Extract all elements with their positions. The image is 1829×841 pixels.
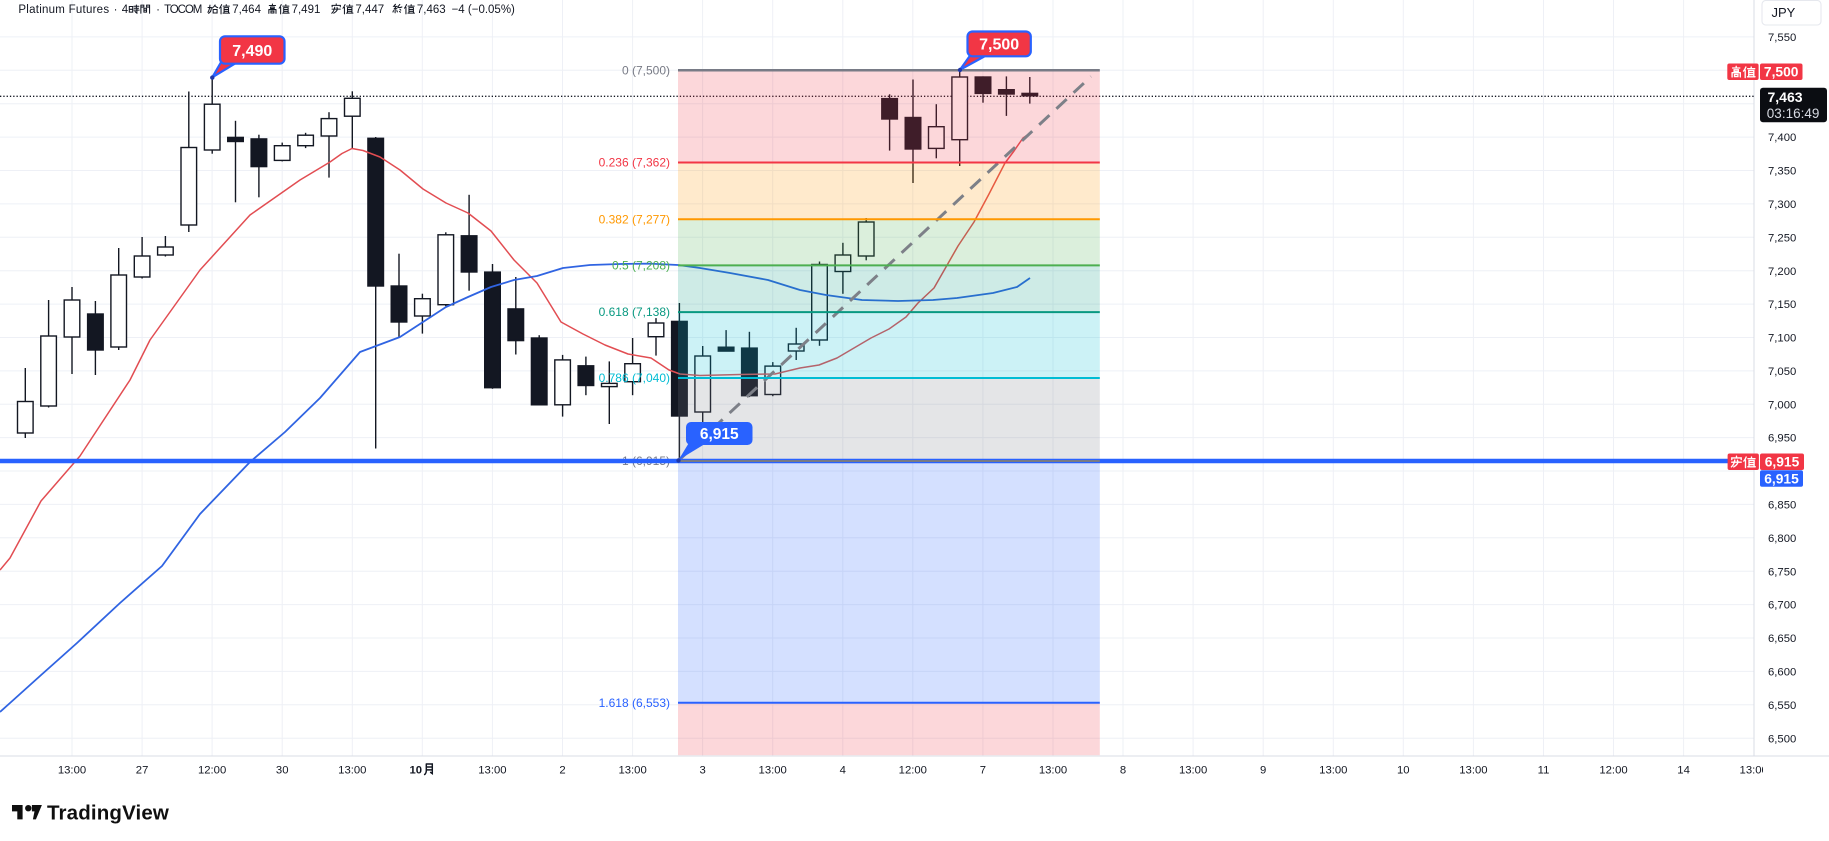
svg-text:7: 7 [980, 765, 986, 777]
svg-text:7,500: 7,500 [1764, 65, 1799, 80]
svg-text:9: 9 [1260, 765, 1266, 777]
svg-text:7,464: 7,464 [232, 4, 261, 16]
svg-text:7,490: 7,490 [232, 43, 272, 60]
svg-text:1.618 (6,553): 1.618 (6,553) [599, 696, 670, 710]
svg-text:6,700: 6,700 [1768, 600, 1796, 612]
svg-text:11: 11 [1538, 765, 1550, 777]
svg-text:7,447: 7,447 [355, 4, 384, 16]
svg-text:4: 4 [122, 4, 129, 16]
svg-text:7,463: 7,463 [1768, 89, 1803, 105]
svg-text:TOCOM: TOCOM [164, 4, 202, 16]
svg-text:2: 2 [559, 765, 565, 777]
svg-text:6,850: 6,850 [1768, 500, 1796, 512]
svg-text:13:00: 13:00 [618, 765, 646, 777]
svg-text:6,950: 6,950 [1768, 433, 1796, 445]
svg-text:6,800: 6,800 [1768, 533, 1796, 545]
svg-text:Platinum Futures: Platinum Futures [18, 4, 109, 16]
svg-text:0.5 (7,208): 0.5 (7,208) [612, 259, 670, 273]
svg-text:30: 30 [276, 765, 289, 777]
svg-text:10: 10 [410, 765, 423, 777]
svg-text:7,463: 7,463 [417, 4, 446, 16]
svg-text:·: · [156, 4, 160, 16]
svg-text:13:00: 13:00 [1740, 765, 1768, 777]
svg-text:TradingView: TradingView [47, 802, 169, 825]
svg-text:7,350: 7,350 [1768, 166, 1796, 178]
svg-text:27: 27 [136, 765, 149, 777]
svg-text:6,550: 6,550 [1768, 700, 1796, 712]
svg-text:4: 4 [840, 765, 846, 777]
svg-text:0 (7,500): 0 (7,500) [622, 63, 670, 77]
svg-text:3: 3 [699, 765, 705, 777]
svg-text:7,050: 7,050 [1768, 366, 1796, 378]
svg-text:13:00: 13:00 [58, 765, 86, 777]
svg-text:14: 14 [1677, 765, 1690, 777]
svg-text:13:00: 13:00 [1179, 765, 1207, 777]
svg-text:6,915: 6,915 [700, 426, 739, 443]
svg-text:0.236 (7,362): 0.236 (7,362) [599, 156, 670, 170]
svg-text:13:00: 13:00 [1039, 765, 1067, 777]
svg-text:12:00: 12:00 [198, 765, 226, 777]
svg-text:7,550: 7,550 [1768, 32, 1796, 44]
svg-text:7,150: 7,150 [1768, 299, 1796, 311]
svg-text:7,400: 7,400 [1768, 132, 1796, 144]
svg-text:13:00: 13:00 [1459, 765, 1487, 777]
svg-text:6,650: 6,650 [1768, 633, 1796, 645]
svg-text:8: 8 [1120, 765, 1126, 777]
svg-text:7,491: 7,491 [292, 4, 321, 16]
svg-text:13:00: 13:00 [338, 765, 366, 777]
svg-text:10: 10 [1397, 765, 1410, 777]
svg-text:7,250: 7,250 [1768, 232, 1796, 244]
svg-text:·: · [114, 4, 118, 16]
svg-text:12:00: 12:00 [1599, 765, 1627, 777]
svg-text:13:00: 13:00 [759, 765, 787, 777]
svg-text:7,100: 7,100 [1768, 333, 1796, 345]
svg-text:6,915: 6,915 [1765, 455, 1800, 470]
svg-text:13:00: 13:00 [1319, 765, 1347, 777]
svg-text:6,750: 6,750 [1768, 566, 1796, 578]
svg-text:6,915: 6,915 [1764, 471, 1799, 486]
svg-text:0.618 (7,138): 0.618 (7,138) [599, 305, 670, 319]
svg-text:0.382 (7,277): 0.382 (7,277) [599, 212, 670, 226]
svg-text:6,600: 6,600 [1768, 667, 1796, 679]
svg-text:JPY: JPY [1772, 5, 1796, 20]
svg-text:7,200: 7,200 [1768, 266, 1796, 278]
svg-text:03:16:49: 03:16:49 [1767, 106, 1820, 121]
svg-text:13:00: 13:00 [478, 765, 506, 777]
svg-text:7,500: 7,500 [979, 37, 1019, 54]
svg-text:12:00: 12:00 [899, 765, 927, 777]
svg-text:0.786 (7,040): 0.786 (7,040) [599, 371, 670, 385]
svg-text:−4 (−0.05%): −4 (−0.05%) [452, 4, 515, 16]
svg-text:7,300: 7,300 [1768, 199, 1796, 211]
svg-text:7,000: 7,000 [1768, 399, 1796, 411]
svg-text:6,500: 6,500 [1768, 733, 1796, 745]
